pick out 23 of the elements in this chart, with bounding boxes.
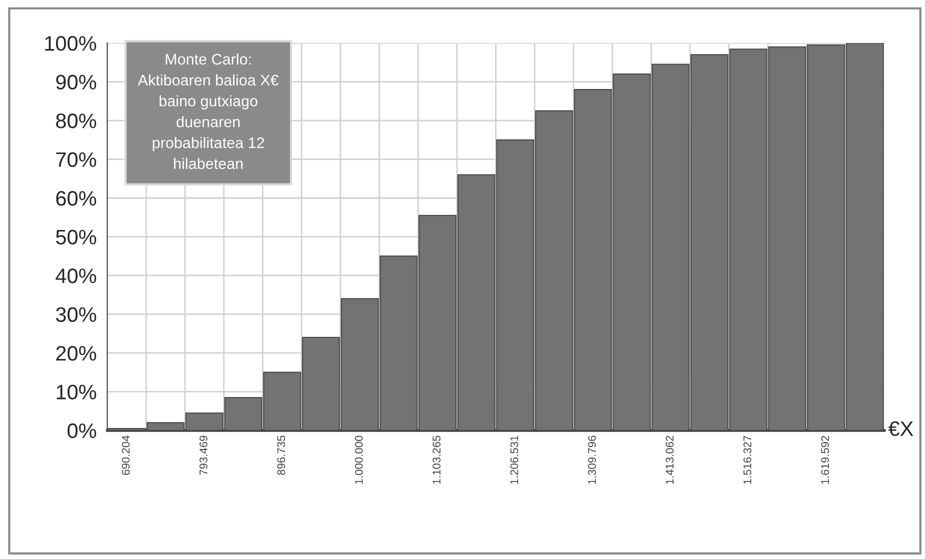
y-tick-label: 10%: [56, 384, 96, 400]
y-tick-label: 80%: [56, 114, 96, 128]
x-axis-title: €X: [888, 421, 914, 436]
x-tick-label: 1.516.327: [743, 436, 752, 484]
x-tick-label: 1.309.796: [588, 436, 596, 484]
x-tick-label: 1.103.265: [432, 436, 441, 484]
y-tick-label: 60%: [56, 191, 96, 206]
y-tick-label: 50%: [56, 230, 96, 244]
y-tick-label: 0%: [68, 423, 96, 438]
y-tick-label: 30%: [56, 307, 96, 322]
x-tick-label: 896.735: [277, 436, 286, 475]
y-tick-label: 100%: [45, 36, 96, 51]
x-tick-label: 1.619.592: [821, 436, 830, 484]
x-tick-label: 690.204: [122, 436, 130, 475]
y-tick-label: 40%: [56, 268, 96, 284]
x-tick-label: 793.469: [200, 436, 208, 475]
annotation: Monte Carlo: Aktiboaren balioa X€ baino gutxiago duenaren probabilitatea 12 hilabetean: [138, 53, 279, 170]
x-tick-label: 1.000.000: [354, 436, 363, 484]
y-tick-label: 90%: [56, 74, 96, 90]
x-tick-label: 1.206.531: [510, 436, 518, 484]
x-tick-label: 1.413.062: [666, 436, 674, 484]
y-tick-label: 20%: [56, 346, 96, 361]
y-tick-label: 70%: [56, 152, 96, 168]
